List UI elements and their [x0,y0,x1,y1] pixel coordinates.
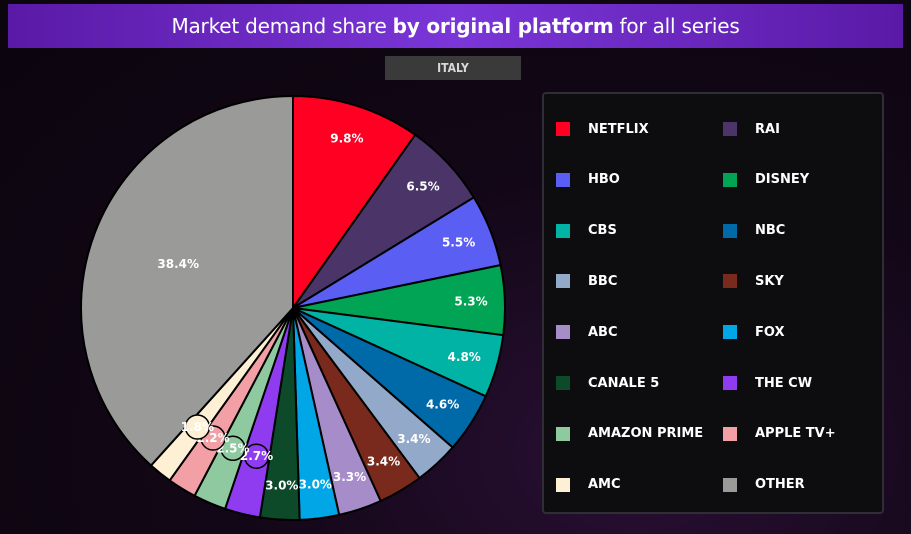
legend-swatch [723,274,737,289]
pie-slice-other [80,94,294,467]
legend-item-bbc: BBC [556,271,617,291]
legend-item-rai: RAI [723,119,780,139]
title-part-2: for all series [619,14,740,38]
legend-label: FOX [755,324,785,340]
legend-swatch [556,122,570,136]
legend-swatch [556,426,570,441]
data-label-rai: 6.5% [406,179,439,193]
data-label-cbs: 4.8% [448,350,481,364]
legend-label: OTHER [755,477,805,493]
data-label-abc: 3.3% [333,470,366,484]
data-label-canale-5: 3.0% [265,479,298,493]
legend-label: NETFLIX [588,121,649,137]
data-label-sky: 3.4% [367,454,400,468]
legend-label: CBS [588,223,617,239]
data-label-hbo: 5.5% [442,236,475,250]
legend-item-other: OTHER [723,475,805,495]
legend-swatch [556,376,570,390]
legend-item-cbs: CBS [556,221,617,241]
legend-item-the-cw: THE CW [723,373,812,393]
data-label-bbc: 3.4% [397,432,430,446]
region-label: ITALY [385,56,521,80]
legend-label: NBC [755,223,786,239]
legend-label: THE CW [755,375,813,391]
label-bubble-amazon-prime [220,435,246,462]
legend-swatch [556,477,570,492]
legend-item-amc: AMC [556,475,621,495]
legend-item-nbc: NBC [723,221,785,241]
data-label-disney: 5.3% [454,294,487,308]
legend-swatch [556,223,570,238]
pie-slices [80,94,506,521]
legend-swatch [723,477,737,492]
legend-label: AMAZON PRIME [588,426,704,442]
legend-label: AMC [588,477,621,493]
legend-label: APPLE TV+ [755,426,836,442]
title-part-bold: by original platform [392,14,614,38]
legend-item-fox: FOX [723,322,785,342]
legend-swatch [723,172,737,187]
legend-swatch [556,274,570,289]
title-part-1: Market demand share [171,14,387,38]
chart-legend: NETFLIX RAI HBO DISNEY CBS NBC BBC SKY ABC FOX CAN… [542,92,884,514]
legend-item-disney: DISNEY [723,170,809,190]
data-label-amazon-prime: 2.5% [216,441,249,455]
legend-label: BBC [588,273,618,289]
chart-title-banner: Market demand share by original platform… [8,4,903,48]
legend-item-apple-tv: APPLE TV+ [723,424,836,444]
legend-item-amazon-prime: AMAZON PRIME [556,424,703,444]
legend-swatch [723,122,737,136]
data-label-amc: 1.8% [181,420,214,434]
legend-item-canale-5: CANALE 5 [556,373,659,393]
legend-swatch [723,426,737,441]
legend-item-netflix: NETFLIX [556,119,649,139]
legend-swatch [556,172,570,187]
legend-item-abc: ABC [556,322,618,342]
label-bubble-the-cw [243,443,270,469]
data-label-fox: 3.0% [299,478,332,492]
pie-labels: 9.8%6.5%5.5%5.3%4.8%4.6%3.4%3.4%3.3%3.0%… [157,131,487,492]
legend-swatch [723,325,737,340]
legend-swatch [723,223,737,238]
legend-swatch [556,325,570,340]
legend-swatch [723,376,737,390]
legend-label: SKY [755,273,784,289]
data-label-other: 38.4% [157,257,199,271]
legend-label: DISNEY [755,172,810,188]
legend-label: RAI [755,121,780,137]
legend-item-hbo: HBO [556,170,620,190]
pie-slice-netflix [292,94,417,312]
legend-label: ABC [588,324,618,340]
label-bubble-amc [184,414,211,440]
legend-item-sky: SKY [723,271,784,291]
data-label-netflix: 9.8% [330,131,363,145]
legend-label: HBO [588,172,620,188]
data-label-the-cw: 2.7% [240,449,273,463]
data-label-nbc: 4.6% [426,398,459,412]
legend-label: CANALE 5 [588,375,660,391]
